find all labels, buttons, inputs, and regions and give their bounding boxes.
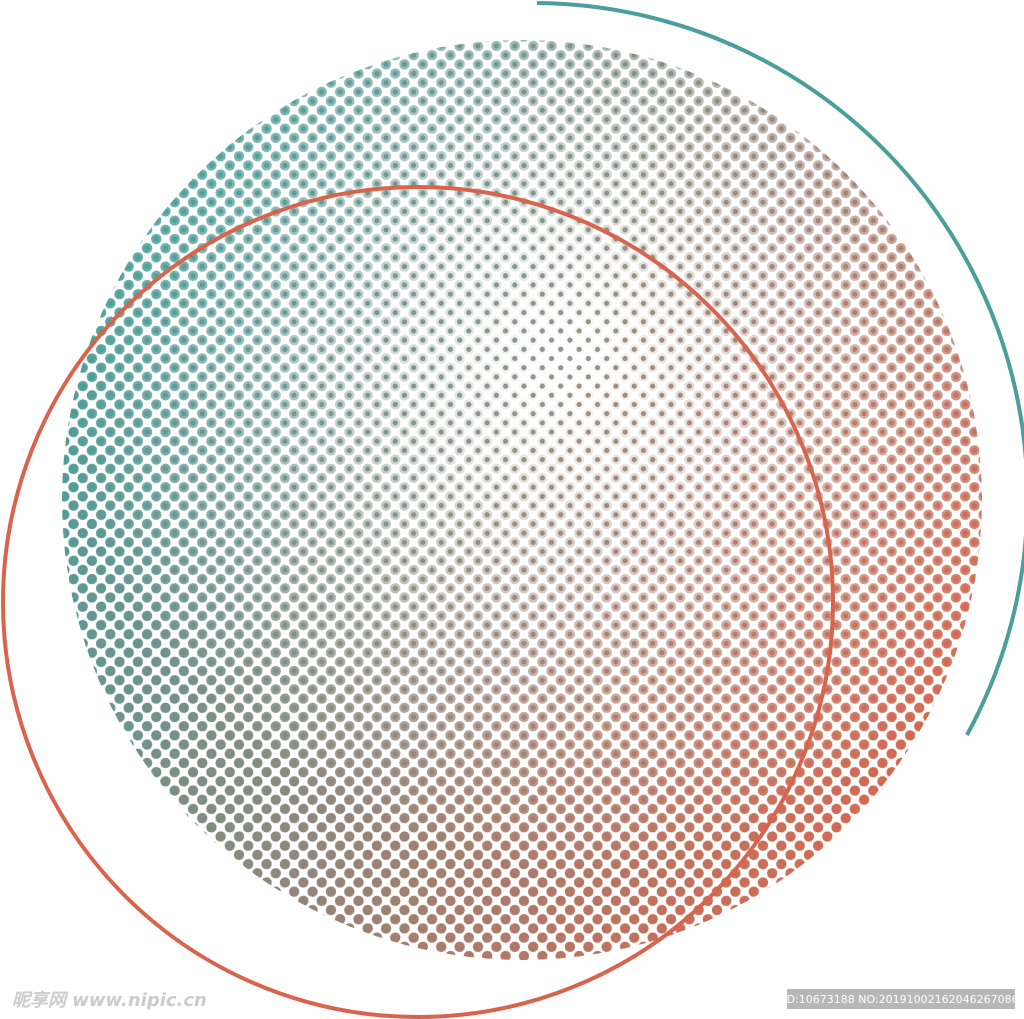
teal-arc [536, 1, 1024, 736]
orange-ring [1, 185, 835, 1019]
watermark-bar [787, 989, 1015, 1009]
watermark-site: 昵享网 www.nipic.cn [12, 990, 207, 1011]
halftone-dense [62, 40, 982, 960]
watermark-id: ID:10673188 NO:20191002162046267086 [783, 993, 1018, 1006]
halftone-dense-wrap [62, 40, 982, 960]
halftone-disc [62, 40, 982, 960]
